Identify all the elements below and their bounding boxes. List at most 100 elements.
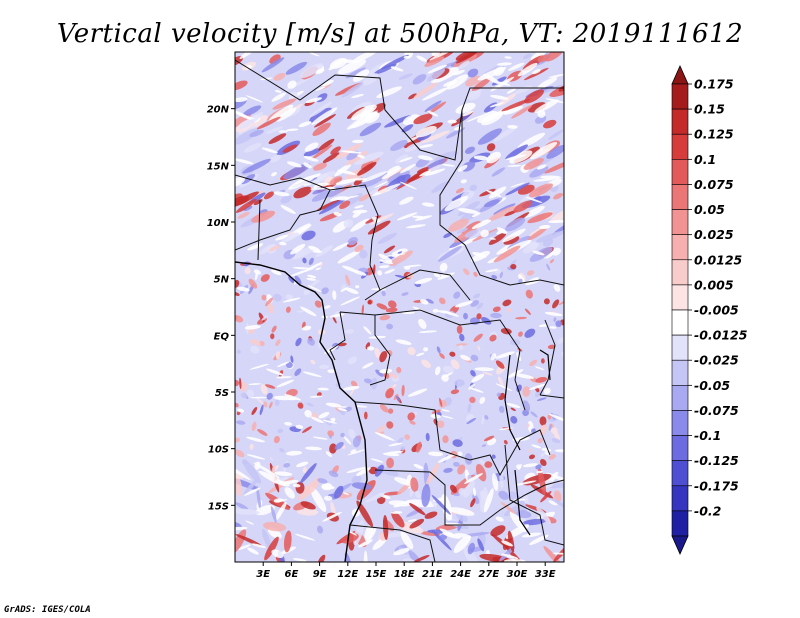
field-patch <box>239 52 255 60</box>
field-patch <box>307 285 322 293</box>
field-patch <box>235 97 248 102</box>
velocity-field <box>235 52 564 562</box>
field-patch <box>443 365 455 374</box>
field-patch <box>308 257 314 266</box>
field-patch <box>338 406 348 408</box>
field-patch <box>271 92 287 102</box>
field-patch <box>363 550 368 562</box>
field-patch <box>244 267 251 275</box>
field-patch <box>332 290 337 300</box>
field-patch <box>421 130 450 144</box>
colorbar-swatch <box>671 334 689 361</box>
field-patch <box>290 355 294 364</box>
field-patch <box>253 462 280 479</box>
field-patch <box>484 461 493 468</box>
field-patch <box>527 227 548 241</box>
field-patch <box>243 487 261 496</box>
map-frame <box>234 51 565 563</box>
latitude-axis: 20N 15N 10N 5N EQ 5S 10S 15S <box>207 105 235 512</box>
field-patch <box>361 171 388 183</box>
field-patch <box>404 266 411 270</box>
lat-tick-label: EQ <box>214 331 230 342</box>
field-patch <box>355 405 368 408</box>
field-patch <box>483 488 494 513</box>
field-patch <box>544 311 563 317</box>
field-patch <box>537 54 549 63</box>
field-patch <box>261 528 272 551</box>
field-patch <box>271 549 284 558</box>
field-patch <box>549 326 557 329</box>
field-patch <box>470 354 479 362</box>
field-patch <box>281 232 299 243</box>
field-patch <box>412 74 427 85</box>
colorbar-swatch <box>671 460 689 487</box>
field-patch <box>237 408 245 413</box>
field-patch <box>268 104 294 123</box>
field-patch <box>394 477 414 487</box>
field-patch <box>381 290 386 297</box>
colorbar-swatch <box>671 234 689 261</box>
field-patch <box>452 69 465 76</box>
field-patch <box>276 107 297 122</box>
field-patch <box>318 412 330 419</box>
field-patch <box>261 315 269 321</box>
field-patch <box>498 490 510 500</box>
field-patch <box>548 74 564 78</box>
field-patch <box>454 126 463 131</box>
field-patch <box>243 205 253 212</box>
field-patch <box>235 315 244 323</box>
field-patch <box>498 405 505 413</box>
field-patch <box>378 253 393 262</box>
field-patch <box>486 151 501 164</box>
colorbar-label: 0.025 <box>694 227 734 242</box>
field-patch <box>409 518 425 529</box>
field-patch <box>488 186 507 199</box>
field-patch <box>276 379 295 388</box>
field-patch <box>455 187 464 194</box>
field-patch <box>467 403 472 413</box>
field-patch <box>549 258 555 264</box>
field-patch <box>369 213 394 226</box>
field-patch <box>453 291 461 299</box>
field-patch <box>470 387 484 393</box>
field-patch <box>427 101 447 115</box>
field-patch <box>386 450 404 454</box>
field-patch <box>441 409 451 412</box>
field-patch <box>439 262 448 272</box>
lon-tick-label: 9E <box>313 569 327 580</box>
field-patch <box>255 505 275 516</box>
lon-tick-label: 15E <box>366 569 387 580</box>
field-patch <box>337 59 367 75</box>
field-patch <box>351 475 362 484</box>
field-patch <box>421 484 431 507</box>
field-patch <box>274 399 280 406</box>
field-patch <box>312 250 323 253</box>
field-patch <box>260 383 268 395</box>
field-patch <box>460 179 467 184</box>
field-patch <box>351 104 377 121</box>
field-patch <box>370 458 384 463</box>
field-patch <box>354 244 364 253</box>
field-patch <box>280 195 292 204</box>
field-patch <box>504 56 512 59</box>
field-patch <box>352 139 364 144</box>
field-patch <box>476 313 482 320</box>
colorbar-label: -0.05 <box>694 378 730 393</box>
field-patch <box>495 516 504 522</box>
field-patch <box>523 67 549 81</box>
field-patch <box>349 388 355 396</box>
field-patch <box>481 219 489 223</box>
field-patch <box>300 63 324 79</box>
colorbar-label: 0.1 <box>694 152 716 167</box>
field-patch <box>363 378 373 384</box>
field-patch <box>496 62 512 66</box>
field-patch <box>495 351 515 359</box>
field-patch <box>379 259 394 265</box>
field-patch <box>245 95 264 103</box>
country-borders <box>235 59 564 562</box>
field-patch <box>554 449 564 453</box>
field-patch <box>503 440 508 445</box>
field-patch <box>543 251 554 259</box>
field-patch <box>539 224 551 230</box>
field-patch <box>544 160 564 174</box>
